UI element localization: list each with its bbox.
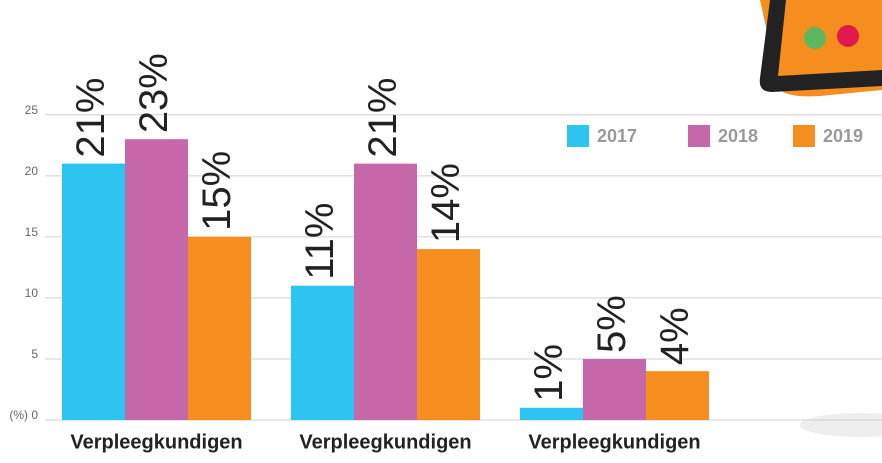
value-label: 21%: [69, 78, 113, 158]
x-tick-label: Verpleegkundigen: [528, 431, 700, 453]
bar: [62, 164, 125, 420]
value-label: 15%: [195, 151, 239, 231]
value-label: 5%: [590, 295, 634, 353]
bar: [520, 408, 583, 420]
value-label: 4%: [653, 307, 697, 365]
legend-swatch: [567, 125, 589, 147]
legend-swatch: [793, 125, 815, 147]
y-tick-label: 5: [31, 347, 38, 361]
phone-illustration: [760, 0, 882, 437]
legend-swatch: [688, 125, 710, 147]
bar: [188, 237, 251, 420]
y-tick-label: 15: [25, 225, 39, 239]
bar: [583, 359, 646, 420]
x-tick-label: Verpleegkundigen: [299, 431, 471, 453]
bar: [125, 139, 188, 420]
value-label: 1%: [527, 344, 571, 402]
legend-label: 2019: [823, 126, 863, 146]
y-tick-label: (%) 0: [9, 408, 38, 422]
value-label: 21%: [361, 78, 405, 158]
value-label: 23%: [132, 53, 176, 133]
bar: [354, 164, 417, 420]
x-tick-label: Verpleegkundigen: [70, 431, 242, 453]
y-tick-label: 20: [25, 164, 39, 178]
chart: (%) 0 5 10 15 20 25 21% 11% 1% 23% 21% 5% 15% 14% 4% Ve…: [0, 0, 882, 463]
y-tick-label: 10: [25, 286, 39, 300]
y-tick-label: 25: [25, 103, 39, 117]
value-label: 14%: [424, 163, 468, 243]
bar: [646, 371, 709, 420]
bar: [291, 286, 354, 420]
legend-label: 2018: [718, 126, 758, 146]
value-label: 11%: [298, 203, 342, 280]
bar: [417, 249, 480, 420]
legend-label: 2017: [597, 126, 637, 146]
